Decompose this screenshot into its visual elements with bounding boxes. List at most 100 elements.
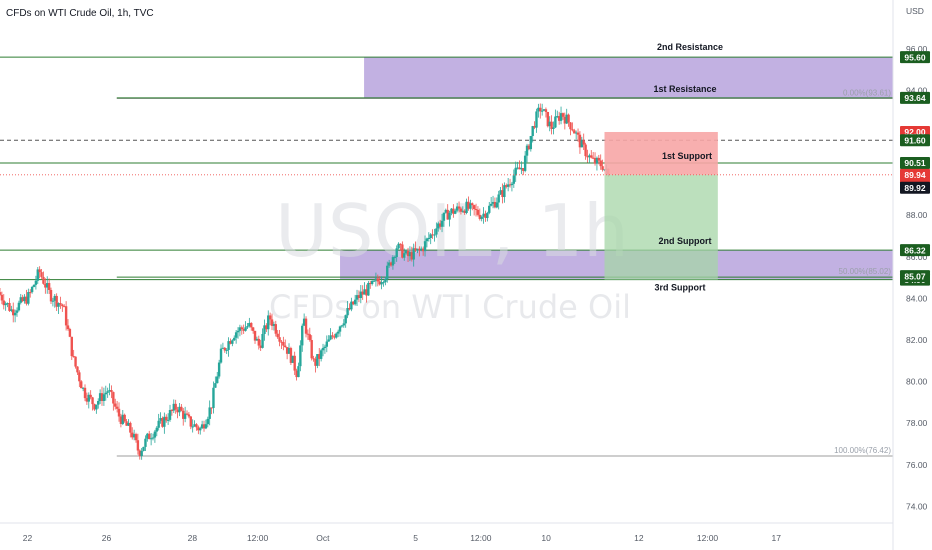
candle-body [293,355,296,371]
candle-body [13,312,17,316]
candle-body [144,438,147,447]
chart-title: CFDs on WTI Crude Oil, 1h, TVC [6,8,154,19]
candle-body [53,295,56,301]
candle-body [404,250,408,254]
candle-body [236,330,240,333]
price-tick-label: 82.00 [906,335,928,345]
candle-body [87,394,90,402]
candle-body [535,111,538,128]
candle-body [359,291,363,298]
candle-body [108,390,111,392]
candle-body [68,329,72,337]
candle-body [166,419,170,421]
candle-body [206,418,209,425]
candle-body [191,426,194,428]
time-tick-label: Oct [316,533,330,543]
candle-body [461,210,465,212]
candle-body [601,166,604,170]
candle-body [527,145,531,150]
position-layer [0,131,893,280]
candle-body [378,281,381,285]
candle-body [416,248,419,251]
candle-body [376,278,380,282]
candle-body [533,126,536,128]
candle-body [571,129,574,131]
candle-body [559,113,563,121]
candle-body [323,346,327,348]
candle-body [125,421,128,426]
price-tag-value: 89.92 [904,183,926,193]
candle-body [403,253,406,258]
price-tag [900,181,930,194]
candle-body [6,303,9,305]
candle-body [435,228,438,235]
candle-body [49,289,53,302]
candle-body [478,214,482,219]
candle-body [64,306,68,326]
candle-body [229,341,232,344]
candle-body [574,132,578,134]
candle-body [174,403,177,410]
candle-body [280,341,283,343]
candle-body [159,418,162,421]
stop-loss-zone [604,131,718,175]
candle-body [302,318,306,326]
candle-body [29,292,32,294]
candle-body [212,387,215,408]
candle-body [250,322,253,328]
candle-body [268,315,272,320]
candle-body [66,325,70,330]
candle-body [102,394,106,401]
candle-body [529,136,533,150]
candle-body [210,407,213,409]
price-tag [900,156,930,169]
candle-body [544,109,548,112]
candle-body [170,410,174,412]
candle-body [336,331,340,334]
candle-body [93,404,96,410]
candle-body [10,309,13,311]
candle-body [374,278,378,281]
candle-body [214,383,217,388]
candle-body [321,347,325,351]
candle-body [240,327,243,330]
candle-body [233,337,236,341]
candle-body [195,424,198,428]
price-tag [900,51,930,64]
candle-body [353,299,357,305]
candle-body [386,265,389,279]
time-tick-label: 22 [23,533,33,543]
candle-body [467,201,470,209]
candle-body [231,340,234,344]
candle-body [257,338,260,346]
candle-body [47,283,51,290]
candle-body [42,276,45,284]
level-label: 2nd Resistance [657,42,723,52]
candle-body [63,306,66,308]
candle-body [221,347,225,349]
candle-body [593,158,597,164]
candle-body [331,335,334,337]
candle-body [476,209,480,215]
candle-body [455,206,459,211]
candle-body [438,223,442,227]
watermark-description: CFDs on WTI Crude Oil [269,288,631,326]
candle-body [306,333,310,335]
candle-body [106,391,109,393]
price-tag-value: 85.07 [904,271,926,281]
candle-body [586,156,589,158]
candle-body [557,116,561,121]
candle-body [155,427,158,432]
candle-body [185,413,189,415]
candle-body [270,319,274,326]
price-tag-value: 91.60 [904,136,926,146]
candle-body [178,406,181,413]
candle-body [584,144,587,157]
candle-body [567,114,570,123]
candle-body [287,348,291,354]
candle-body [554,116,557,128]
candle-body [539,107,542,112]
price-tick-label: 76.00 [906,460,928,470]
